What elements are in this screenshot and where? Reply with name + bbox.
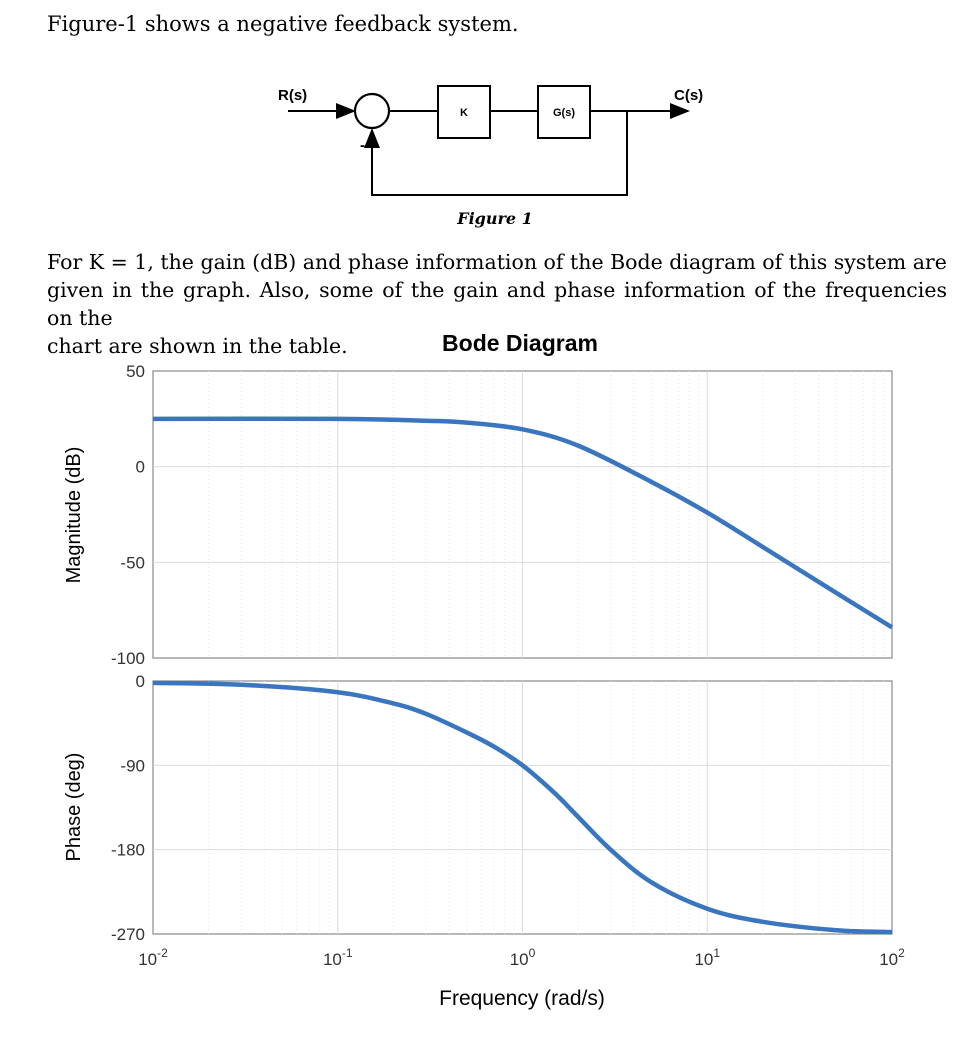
bode-chart: Bode Diagram 50 0 -50 -100 0 -90 -180 -270 10-… xyxy=(63,330,905,1010)
phase-y-tick-label: -180 xyxy=(111,841,145,860)
plant-block xyxy=(537,85,591,139)
paragraph-line-1: For K = 1, the gain (dB) and phase infor… xyxy=(47,250,947,274)
magnitude-panel: 50 0 -50 -100 xyxy=(111,362,894,668)
magnitude-ylabel: Magnitude (dB) xyxy=(63,447,85,584)
x-tick-label: 10-2 xyxy=(138,946,168,969)
x-tick-label: 10-1 xyxy=(323,946,353,969)
phase-y-tick-label: -270 xyxy=(111,925,145,944)
block-diagram: R(s) K G(s) C(s) - Figure 1 xyxy=(278,85,703,228)
magnitude-y-tick-label: 50 xyxy=(126,362,145,381)
x-tick-label: 102 xyxy=(879,946,905,969)
output-label: C(s) xyxy=(674,87,703,104)
phase-line xyxy=(152,680,893,935)
gain-block-label: K xyxy=(460,107,468,119)
phase-y-ticks: 0 -90 -180 -270 xyxy=(111,672,145,944)
magnitude-y-tick-label: 0 xyxy=(136,458,145,477)
input-label: R(s) xyxy=(278,87,307,104)
feedback-sign: - xyxy=(360,137,365,154)
x-axis-label: Frequency (rad/s) xyxy=(439,987,605,1010)
x-tick-label: 100 xyxy=(510,946,536,969)
magnitude-line xyxy=(152,416,894,630)
paragraph-line-3: chart are shown in the table. xyxy=(47,334,348,358)
description-paragraph: For K = 1, the gain (dB) and phase infor… xyxy=(47,248,947,360)
figure-caption: Figure 1 xyxy=(456,209,533,228)
phase-ylabel: Phase (deg) xyxy=(63,753,85,862)
x-tick-label: 101 xyxy=(694,946,720,969)
magnitude-y-ticks: 50 0 -50 -100 xyxy=(111,362,145,668)
intro-text: Figure-1 shows a negative feedback syste… xyxy=(47,12,519,36)
summing-junction xyxy=(353,92,391,130)
feedback-path xyxy=(364,111,628,196)
chart-title: Bode Diagram xyxy=(442,330,598,356)
phase-y-tick-label: -90 xyxy=(120,756,145,775)
magnitude-y-tick-label: -50 xyxy=(120,553,145,572)
paragraph-line-2: given in the graph. Also, some of the ga… xyxy=(47,278,947,330)
x-axis-ticks: 10-2 10-1 100 101 102 xyxy=(138,946,905,969)
plant-block-label: G(s) xyxy=(553,107,575,119)
magnitude-y-tick-label: -100 xyxy=(111,649,145,668)
phase-panel: 0 -90 -180 -270 xyxy=(111,672,893,944)
phase-y-tick-label: 0 xyxy=(136,672,145,691)
